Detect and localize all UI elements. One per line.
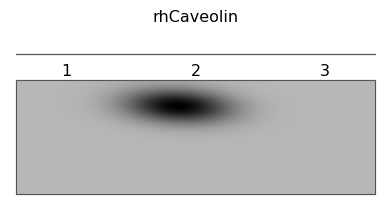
Text: 2: 2 [190, 64, 201, 79]
Text: 3: 3 [319, 64, 330, 79]
Text: rhCaveolin: rhCaveolin [152, 10, 239, 25]
Bar [16, 80, 375, 194]
Text: 1: 1 [61, 64, 72, 79]
Bar [16, 80, 375, 194]
